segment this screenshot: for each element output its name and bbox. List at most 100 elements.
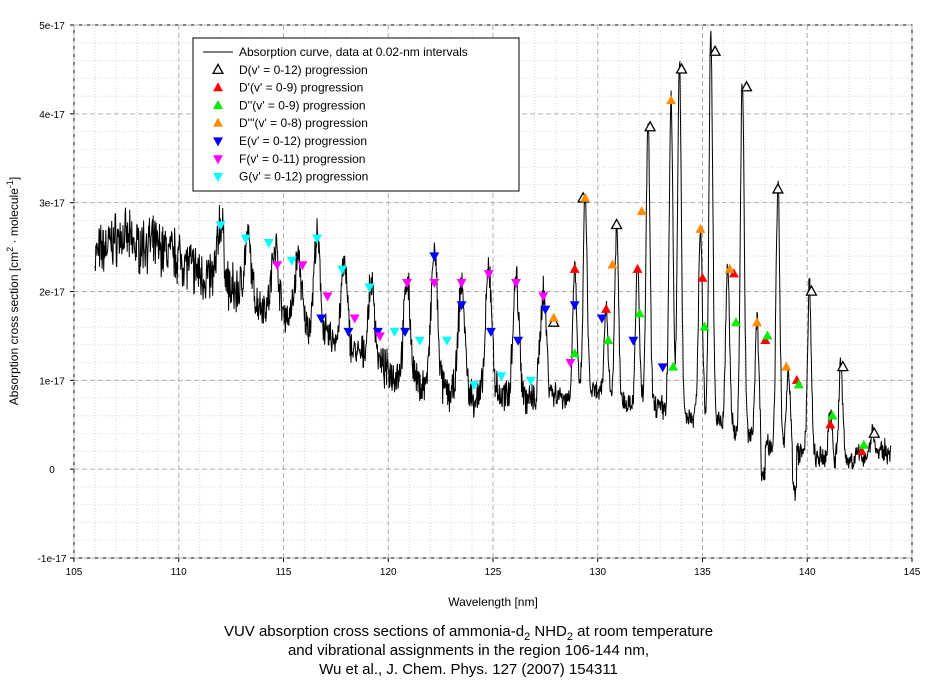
y-tick-label: 5e-17 [39,21,65,32]
progression-marker [322,292,333,302]
legend-marker [213,82,223,92]
progression-marker [496,372,507,382]
progression-marker [400,327,410,337]
progression-marker [657,363,668,373]
legend-label: Absorption curve, data at 0.02-nm interv… [239,45,468,59]
progression-marker [793,379,804,389]
progression-marker [429,279,440,289]
progression-marker [263,239,274,249]
progression-marker [668,361,679,371]
caption-line-1: VUV absorption cross sections of ammonia… [223,623,714,643]
progression-marker [805,284,818,296]
y-tick-label: 2e-17 [39,288,65,299]
progression-marker [825,419,836,429]
progression-marker [429,252,440,262]
progression-marker [215,221,226,231]
legend: Absorption curve, data at 0.02-nm interv… [192,37,520,192]
legend-label: G(v' = 0-12) progression [239,170,368,184]
progression-marker [374,332,385,342]
progression-marker [771,182,784,194]
progression-marker [596,314,607,324]
progression-marker [636,206,647,216]
y-tick-label: -1e-17 [38,554,67,565]
progression-marker [272,261,283,271]
progression-marker [675,62,688,74]
x-tick-label: 105 [66,567,83,578]
absorption-curve [94,30,892,501]
legend-marker [213,100,223,109]
progression-marker [740,80,753,92]
progression-marker [337,265,348,275]
x-tick-label: 110 [171,567,187,578]
legend-label: D''(v' = 0-9) progression [239,98,366,112]
progression-marker [569,263,580,273]
progression-marker [632,263,643,273]
progression-marker [414,336,425,346]
legend-label: D'(v' = 0-9) progression [239,81,363,95]
progression-marker [644,120,657,132]
progression-marker [364,283,375,293]
y-tick-label: 0 [49,465,55,476]
progression-marker [762,330,773,340]
legend-label: E(v' = 0-12) progression [239,134,367,148]
progression-marker [538,292,549,302]
progression-marker [297,261,308,271]
progression-marker [610,218,623,230]
progression-marker [580,192,591,202]
progression-marker [343,327,354,337]
progression-marker [569,348,580,358]
progression-marker [666,95,677,105]
progression-marker [456,279,467,289]
progression-marker [469,381,480,391]
progression-marker [731,317,741,327]
progression-marker [240,234,251,244]
legend-marker [213,137,223,147]
progression-marker [513,336,524,346]
y-tick-label: 4e-17 [39,110,65,121]
progression-marker [485,327,496,337]
x-tick-label: 140 [799,567,816,578]
legend-marker [213,117,223,127]
absorption-chart: 105 110 115 120 125 130 135 140 145 -1e-17 0 1e-17 2… [5,21,921,609]
progression-marker [389,327,400,337]
progression-marker [781,361,792,371]
progression-marker [695,223,706,233]
progression-marker [603,334,614,344]
caption-line-3: Wu et al., J. Chem. Phys. 127 (2007) 154… [319,661,618,678]
progression-marker [483,270,494,280]
x-tick-label: 135 [694,567,711,578]
progression-marker [699,321,710,331]
y-tick-label: 3e-17 [39,199,65,210]
x-tick-label: 120 [380,567,397,578]
axis-ticks: 105 110 115 120 125 130 135 140 145 -1e-17 0 1e-17 2… [38,21,921,578]
legend-box [192,37,520,192]
progression-marker [548,312,559,322]
absorption-curve-line [94,30,892,501]
legend-marker [213,155,223,165]
progression-marker [607,259,618,269]
progression-marker [316,314,327,324]
progression-marker [634,308,645,318]
x-tick-label: 145 [904,567,921,578]
progression-marker [709,44,722,56]
progression-marker [601,303,612,313]
x-axis-label: Wavelength [nm] [448,595,538,609]
y-axis-label: Absorption cross section [cm2 · molecule… [5,177,21,405]
progression-marker [569,301,580,311]
progression-marker [525,376,536,386]
progression-marker [827,410,838,420]
progression-marker [628,336,639,346]
legend-marker [211,63,225,75]
progression-marker [868,426,881,438]
progression-marker [441,336,452,346]
caption-line-2: and vibrational assignments in the regio… [287,642,650,659]
progression-marker [349,314,360,324]
progression-marker [565,358,576,368]
legend-label: D(v' = 0-12) progression [239,63,368,77]
legend-marker [213,173,223,182]
progression-markers [215,44,881,455]
y-tick-label: 1e-17 [39,376,65,387]
progression-marker [724,263,735,273]
progression-marker [312,234,322,244]
x-tick-label: 125 [485,567,502,578]
